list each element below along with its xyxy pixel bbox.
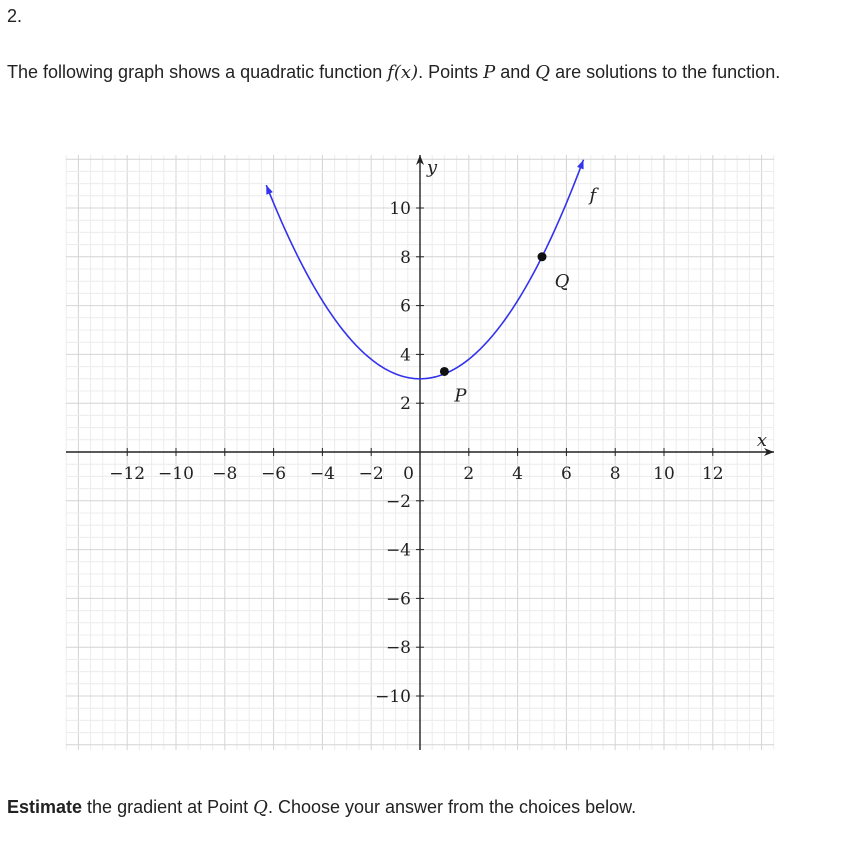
x-tick-label: 2 (463, 464, 474, 484)
y-axis-label: y (426, 157, 438, 178)
series-line-f (265, 159, 585, 380)
x-tick-label: 6 (561, 464, 572, 484)
x-tick-label: 4 (512, 464, 523, 484)
x-tick-label: 12 (702, 464, 724, 484)
question-prompt: Estimate the gradient at Point Q. Choose… (7, 797, 636, 818)
x-tick-label: −4 (310, 464, 335, 484)
y-tick-label: −6 (386, 589, 411, 609)
point-p-name: P (483, 62, 496, 83)
y-tick-label: 8 (400, 248, 411, 268)
function-name: f(x) (387, 62, 419, 83)
y-tick-label: −2 (386, 492, 411, 512)
y-tick-label: −4 (386, 541, 411, 561)
x-tick-label: −10 (158, 464, 194, 484)
x-tick-label: −12 (109, 464, 145, 484)
curve-right-arrow-icon (577, 159, 584, 170)
origin-label: 0 (403, 464, 414, 484)
curve-left-arrow-icon (266, 185, 273, 195)
intro-text-1: The following graph shows a quadratic fu… (7, 62, 388, 82)
x-axis-arrow-icon (764, 448, 774, 456)
y-tick-label: 6 (400, 297, 411, 317)
point-q-label: Q (555, 271, 570, 292)
point-p-marker (439, 366, 449, 376)
prompt-text: the gradient at Point (82, 797, 254, 817)
question-intro: The following graph shows a quadratic fu… (7, 58, 837, 87)
x-tick-label: −2 (359, 464, 384, 484)
x-tick-label: −8 (212, 464, 237, 484)
point-p-label: P (453, 385, 467, 406)
y-tick-label: 10 (389, 199, 411, 219)
x-tick-label: 8 (610, 464, 621, 484)
y-tick-label: −10 (375, 687, 411, 707)
point-q-name: Q (535, 62, 551, 83)
x-tick-label: 10 (653, 464, 675, 484)
point-q-marker (537, 252, 547, 262)
x-axis-label: x (757, 430, 767, 451)
prompt-end: . Choose your answer from the choices be… (267, 797, 637, 817)
y-axis-arrow-icon (416, 155, 424, 165)
prompt-bold: Estimate (7, 797, 83, 817)
y-tick-label: 4 (400, 345, 411, 365)
question-number: 2. (7, 6, 23, 26)
x-tick-label: −6 (261, 464, 286, 484)
y-tick-label: 2 (400, 394, 411, 414)
prompt-point-name: Q (253, 797, 268, 818)
intro-text-4: are solutions to the function. (550, 62, 781, 82)
intro-text-3: and (495, 62, 536, 82)
y-tick-label: −8 (386, 638, 411, 658)
intro-text-2: . Points (418, 62, 484, 82)
